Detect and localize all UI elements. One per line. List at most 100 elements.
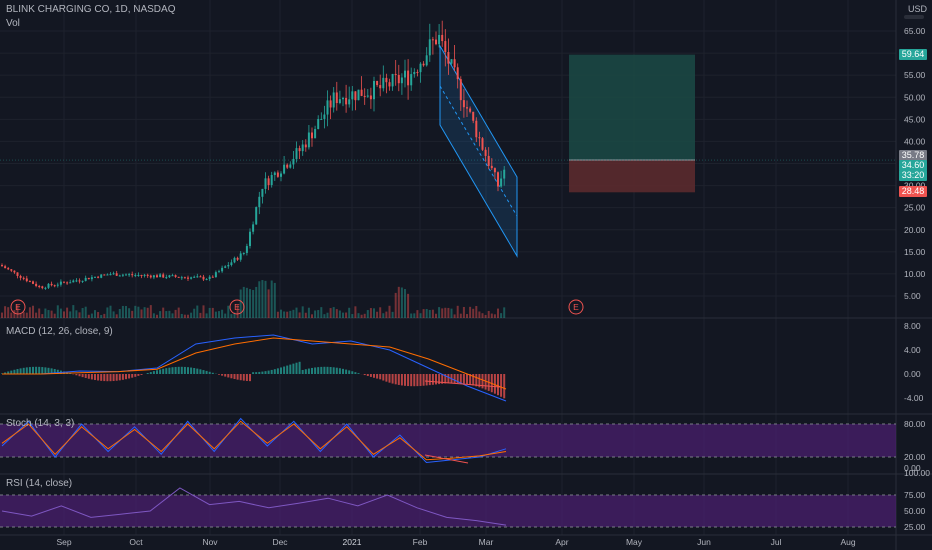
candle-body — [351, 91, 354, 100]
volume-bar — [289, 310, 292, 318]
macd-pane-title: MACD (12, 26, close, 9) — [6, 326, 113, 337]
macd-histogram-bar — [84, 374, 87, 378]
rsi-tick-label: 25.00 — [904, 522, 926, 532]
time-axis-label: Mar — [479, 537, 494, 547]
macd-histogram-bar — [121, 374, 124, 380]
candle-body — [84, 277, 87, 281]
volume-bar — [335, 309, 338, 318]
macd-histogram-bar — [47, 367, 50, 374]
macd-histogram-bar — [118, 374, 121, 381]
candle-body — [431, 39, 434, 41]
candle-body — [41, 286, 44, 289]
volume-bar — [165, 311, 168, 318]
candle-body — [25, 278, 28, 282]
volume-bar — [94, 310, 96, 318]
volume-bar — [100, 314, 103, 318]
stoch-pane-title: Stoch (14, 3, 3) — [6, 418, 75, 429]
candle-body — [202, 276, 205, 280]
candle-body — [255, 207, 258, 225]
candle-body — [379, 85, 382, 89]
candle-body — [224, 266, 227, 268]
volume-bar — [28, 307, 31, 318]
candle-body — [317, 118, 320, 130]
candle-body — [404, 70, 406, 78]
earnings-marker-label: E — [15, 302, 21, 312]
candle-body — [252, 224, 255, 232]
time-axis-label: Feb — [413, 537, 428, 547]
candle-body — [484, 149, 487, 156]
candle-body — [298, 148, 301, 152]
candle-body — [100, 274, 103, 278]
macd-histogram-bar — [475, 374, 478, 387]
macd-histogram-bar — [391, 374, 394, 384]
macd-histogram-bar — [500, 374, 503, 397]
volume-bar — [373, 308, 375, 318]
candle-body — [441, 34, 444, 42]
macd-line — [2, 334, 507, 402]
macd-histogram-bar — [44, 367, 47, 374]
volume-bar — [475, 305, 478, 318]
volume-bar — [295, 307, 298, 318]
volume-bar — [239, 289, 242, 318]
volume-bar — [416, 310, 419, 318]
profit-zone — [569, 54, 695, 161]
macd-histogram-bar — [379, 374, 382, 380]
candle-body — [35, 283, 38, 286]
macd-histogram-bar — [249, 374, 251, 382]
macd-histogram-bar — [168, 367, 171, 374]
candle-body — [10, 269, 13, 271]
currency-label[interactable]: USD — [908, 4, 928, 14]
volume-bar — [134, 305, 137, 318]
macd-histogram-bar — [236, 374, 239, 380]
candle-body — [59, 281, 62, 285]
volume-bar — [270, 280, 273, 318]
pane-collapse-button[interactable] — [904, 15, 924, 19]
candle-body — [174, 275, 177, 277]
current-price-badge: 34.60 — [899, 160, 927, 171]
candle-body — [4, 266, 7, 269]
candle-body — [273, 172, 276, 176]
candle-body — [466, 107, 468, 109]
macd-histogram-bar — [438, 374, 441, 385]
macd-tick-label: -4.00 — [904, 393, 924, 403]
volume-bar — [106, 307, 109, 318]
macd-histogram-bar — [134, 374, 137, 377]
candle-body — [121, 274, 124, 276]
volume-bar — [419, 313, 422, 318]
volume-bar — [354, 306, 357, 318]
macd-histogram-bar — [112, 374, 115, 382]
macd-histogram-bar — [382, 374, 385, 381]
macd-histogram-bar — [459, 374, 462, 384]
volume-bar — [428, 309, 431, 318]
candle-body — [128, 274, 131, 276]
stop-price-badge: 28.48 — [899, 186, 927, 197]
stoch-tick-label: 0.00 — [904, 463, 921, 473]
macd-histogram-bar — [332, 367, 335, 374]
volume-bar — [276, 311, 279, 318]
volume-bar — [301, 306, 304, 318]
volume-bar — [400, 287, 403, 318]
candle-body — [180, 277, 183, 279]
volume-bar — [304, 312, 307, 318]
macd-histogram-bar — [75, 374, 78, 376]
macd-histogram-bar — [255, 372, 258, 374]
macd-histogram-bar — [267, 370, 270, 374]
candle-body — [118, 275, 121, 277]
time-axis-label: Sep — [56, 537, 71, 547]
rsi-tick-label: 75.00 — [904, 490, 926, 500]
macd-histogram-bar — [152, 371, 155, 374]
candle-body — [413, 71, 416, 75]
macd-histogram-bar — [298, 361, 301, 374]
candle-body — [245, 246, 248, 253]
candle-body — [453, 59, 456, 68]
macd-histogram-bar — [202, 370, 205, 374]
candle-body — [56, 284, 59, 286]
volume-bar — [236, 305, 239, 318]
candle-body — [422, 63, 425, 66]
volume-bar — [472, 308, 475, 318]
candle-body — [435, 39, 437, 45]
macd-histogram-bar — [289, 364, 292, 374]
volume-bar — [385, 311, 388, 318]
volume-bar — [205, 313, 208, 318]
